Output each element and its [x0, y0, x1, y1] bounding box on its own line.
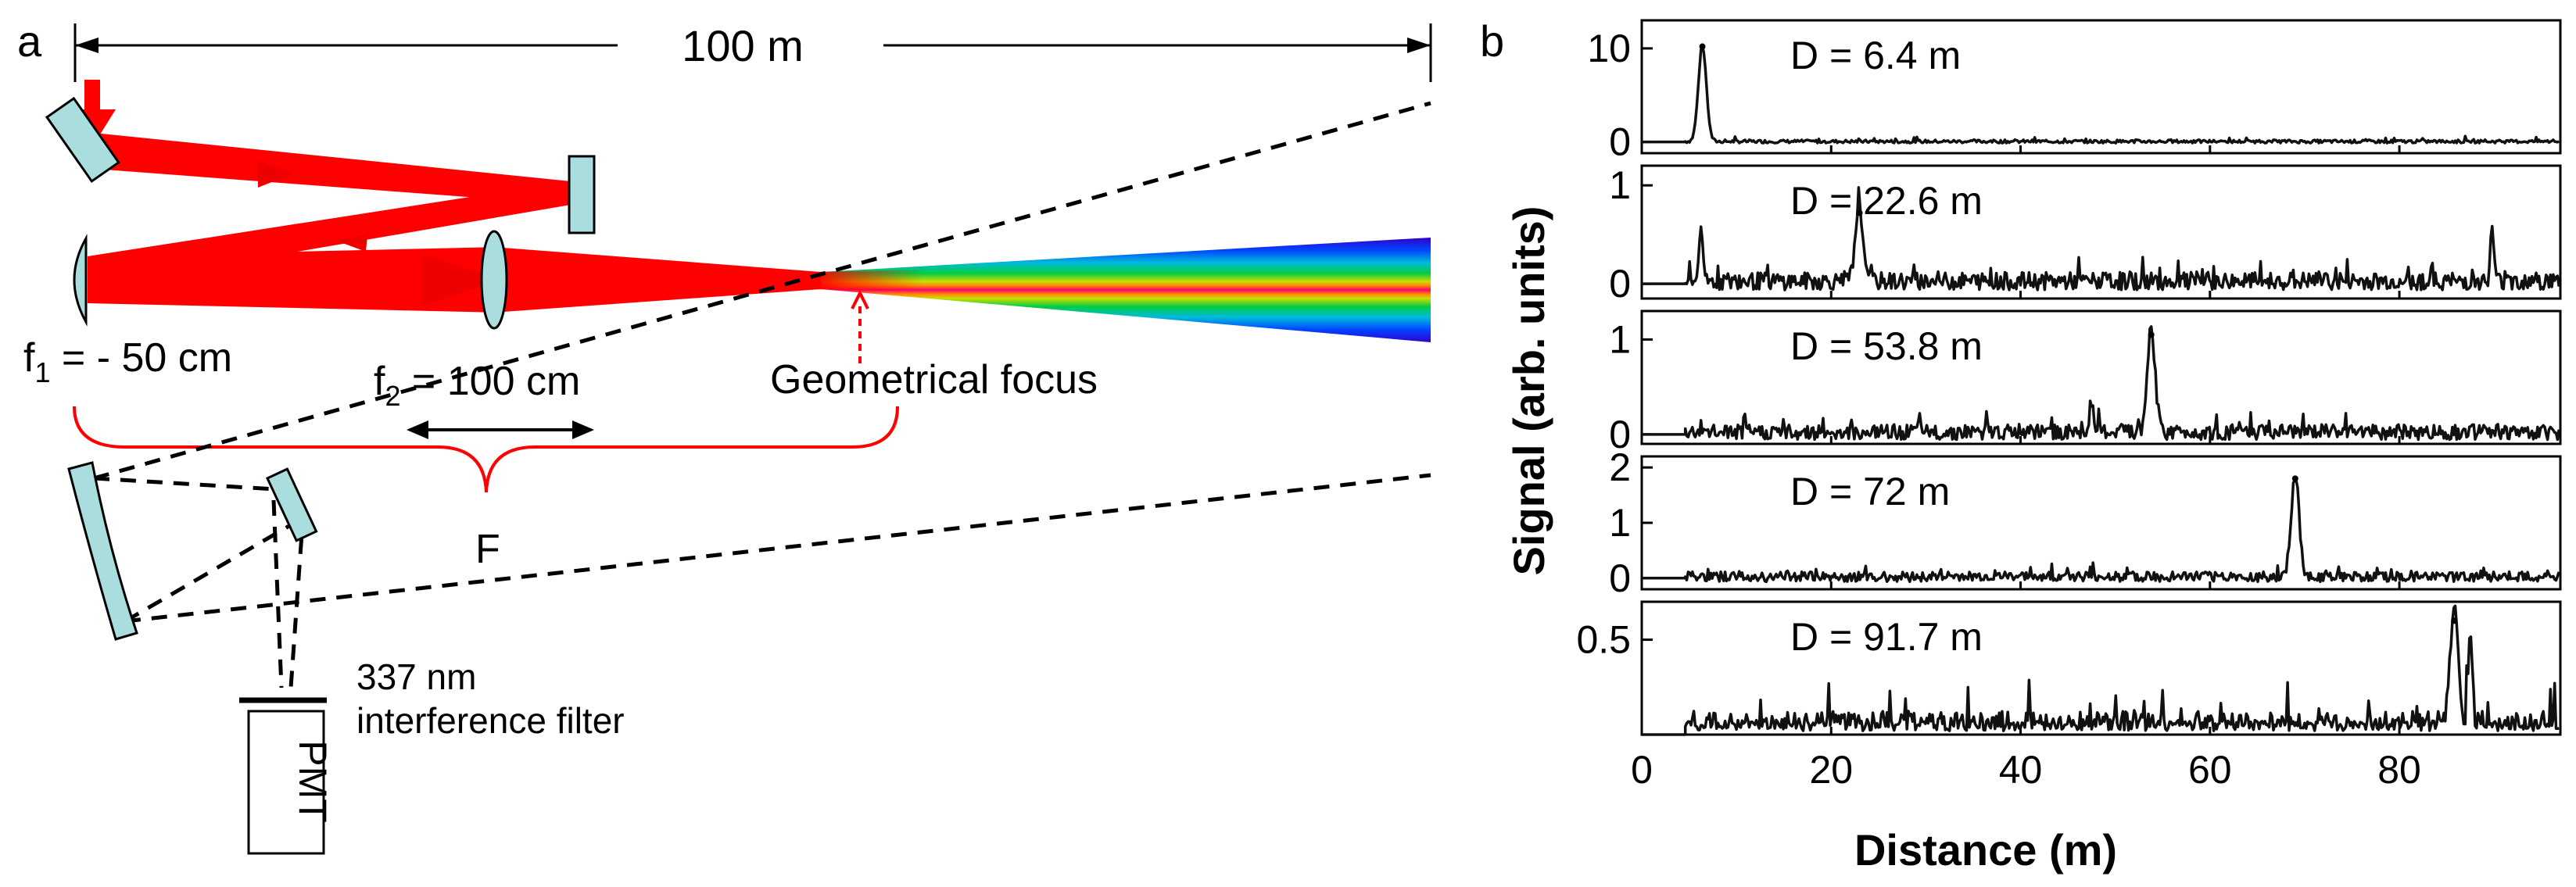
geometrical-focus-marker	[851, 289, 869, 363]
y-tick-label: 2	[1609, 445, 1631, 489]
peak-point	[2451, 617, 2458, 624]
input-mirror	[45, 96, 120, 184]
y-axis-label: Signal (arb. units)	[1504, 206, 1553, 576]
svg-text:f1 = - 50 cm: f1 = - 50 cm	[23, 335, 232, 388]
F-label: F	[475, 527, 500, 572]
x-tick-label: 80	[2377, 748, 2421, 792]
panel-b-label: b	[1480, 16, 1504, 66]
panel-a-label: a	[17, 16, 42, 66]
peak-point	[1856, 209, 1863, 216]
focal-length-brace	[73, 406, 899, 493]
x-tick-label: 40	[1999, 748, 2043, 792]
f2-range-arrow	[407, 420, 594, 439]
collecting-mirror	[67, 461, 138, 641]
panel-title: D = 72 m	[1790, 470, 1950, 513]
peak-point	[1699, 43, 1706, 50]
peak-point	[2291, 475, 2298, 482]
panel-title: D = 91.7 m	[1790, 615, 1983, 659]
geometrical-focus-label: Geometrical focus	[770, 357, 1098, 402]
y-tick-label: 1	[1609, 501, 1631, 545]
x-tick-label: 0	[1631, 748, 1653, 792]
y-tick-label: 1	[1609, 317, 1631, 361]
y-tick-label: 0	[1609, 262, 1631, 306]
panel-b-signal-plots: b Signal (arb. units) Distance (m) 010 D …	[1480, 16, 2562, 874]
panel-frame	[1640, 600, 2562, 736]
distance-label: 100 m	[682, 21, 804, 70]
folding-mirror	[266, 467, 318, 542]
telescope-field-of-view	[93, 101, 1431, 688]
y-tick-label: 10	[1587, 27, 1631, 70]
x-tick-label: 60	[2188, 748, 2232, 792]
pmt-detector: PMT	[247, 710, 335, 855]
y-tick-label: 0	[1609, 120, 1631, 164]
panel-title: D = 6.4 m	[1790, 34, 1961, 77]
flat-mirror	[568, 155, 596, 234]
signal-trace	[1642, 325, 2560, 442]
signal-panel-5: 0.5 D = 91.7 m	[1576, 600, 2562, 736]
peak-point	[2148, 331, 2155, 338]
signal-panel-3: 0 1 D = 53.8 m	[1609, 309, 2562, 456]
signal-trace	[1642, 478, 2560, 584]
panel-a-schematic: a 100 m	[17, 16, 1432, 855]
signal-panel-4: 0 1 2 D = 72 m	[1609, 445, 2562, 600]
panel-frame	[1640, 455, 2562, 591]
signal-trace	[1642, 604, 2560, 736]
plots-container: 010 D = 6.4 m01 D = 22.6 m01 D = 53.8 m012D…	[1576, 19, 2562, 792]
y-tick-label: 0.5	[1576, 618, 1631, 662]
panel-frame	[1640, 164, 2562, 300]
panel-frame	[1640, 19, 2562, 155]
signal-panel-1: 0 10 D = 6.4 m	[1587, 19, 2562, 164]
distance-dimension: 100 m	[73, 21, 1432, 82]
lens-f1	[73, 234, 88, 327]
panel-title: D = 53.8 m	[1790, 324, 1983, 368]
signal-trace	[1642, 186, 2560, 291]
pmt-label: PMT	[291, 740, 335, 823]
f2-label: f2 = 100 cm	[374, 359, 580, 412]
panel-frame	[1640, 309, 2562, 445]
y-tick-label: 0	[1609, 413, 1631, 456]
y-tick-label: 1	[1609, 163, 1631, 207]
panel-title: D = 22.6 m	[1790, 179, 1983, 223]
svg-text:f2 = 100 cm: f2 = 100 cm	[374, 359, 580, 412]
x-axis-label: Distance (m)	[1854, 825, 2117, 874]
filter-label-line2: interference filter	[356, 700, 625, 741]
signal-panel-2: 0 1 D = 22.6 m	[1609, 163, 2562, 306]
signal-trace	[1642, 44, 2560, 145]
lens-f2	[480, 230, 508, 330]
laser-beam	[88, 133, 1431, 342]
filter-label-line1: 337 nm	[356, 656, 476, 697]
y-tick-label: 0	[1609, 556, 1631, 600]
x-tick-label: 20	[1809, 748, 1853, 792]
f1-label: f1 = - 50 cm	[23, 335, 232, 388]
